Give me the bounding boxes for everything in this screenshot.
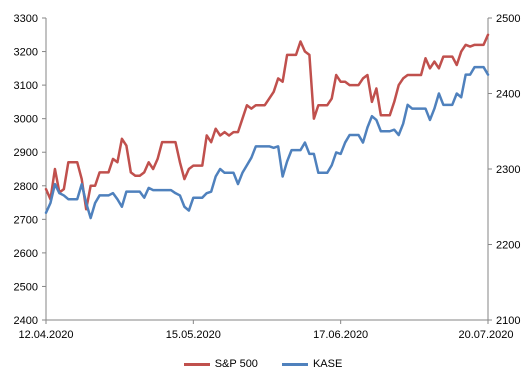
- series-line-sp500: [44, 33, 490, 211]
- axes: [42, 17, 492, 324]
- tick-labels: 2400 2500 2600 2700 2800 2900 3000 3100 3200 3300…: [14, 13, 521, 341]
- series-lines: [44, 33, 490, 220]
- y-right-tick-label: 2300: [496, 164, 520, 176]
- y-right-tick-label: 2200: [496, 240, 520, 252]
- y-left-tick-label: 3300: [14, 13, 38, 25]
- y-left-tick-label: 2400: [14, 315, 38, 327]
- legend-swatch-kase: [281, 362, 308, 366]
- series-line-kase: [44, 65, 490, 220]
- y-right-tick-label: 2500: [496, 13, 520, 25]
- legend-swatch-sp500: [183, 362, 210, 366]
- x-tick-label: 15.05.2020: [166, 329, 221, 341]
- y-left-tick-label: 2700: [14, 214, 38, 226]
- y-right-tick-label: 2100: [496, 315, 520, 327]
- y-left-tick-label: 3100: [14, 80, 38, 92]
- legend-label-kase: KASE: [312, 358, 343, 370]
- y-left-tick-label: 3000: [14, 114, 38, 126]
- y-right-tick-label: 2400: [496, 89, 520, 101]
- x-tick-label: 17.06.2020: [313, 329, 368, 341]
- x-tick-label: 20.07.2020: [458, 329, 513, 341]
- y-left-tick-label: 2900: [14, 147, 38, 159]
- legend-label-sp500: S&P 500: [214, 358, 258, 370]
- x-tick-label: 12.04.2020: [18, 329, 73, 341]
- legend-item-sp500: S&P 500: [183, 358, 258, 370]
- legend: S&P 500 KASE: [0, 356, 526, 372]
- y-left-tick-label: 2600: [14, 248, 38, 260]
- y-left-tick-label: 2800: [14, 181, 38, 193]
- legend-item-kase: KASE: [281, 358, 343, 370]
- y-left-tick-label: 2500: [14, 281, 38, 293]
- y-left-tick-label: 3200: [14, 47, 38, 59]
